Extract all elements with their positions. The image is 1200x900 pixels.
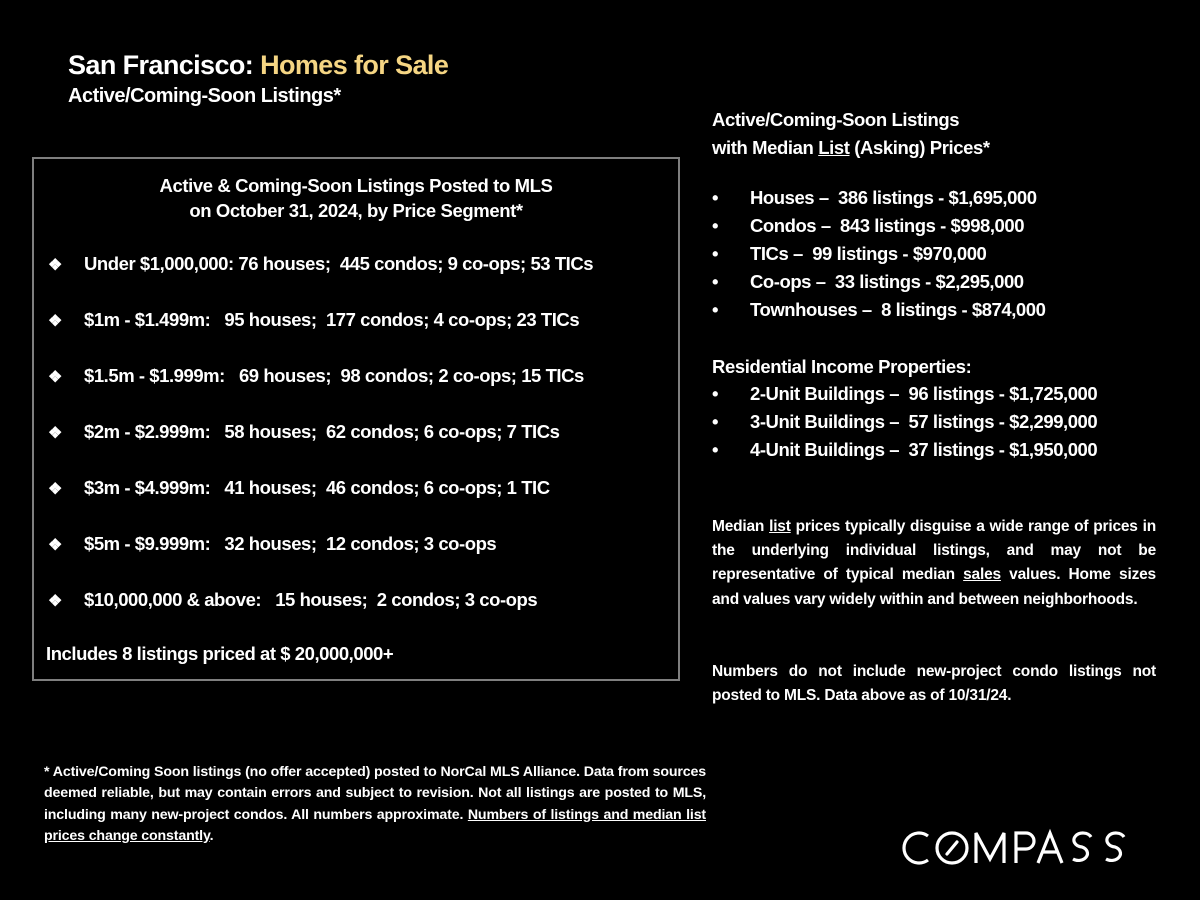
diamond-bullet-icon: ❖ [48,313,62,330]
page-subtitle: Active/Coming-Soon Listings* [68,85,341,107]
listing-item: • Condos – 843 listings - $998,000 [712,215,1025,237]
diamond-bullet-icon: ❖ [48,369,62,386]
right-heading: Active/Coming-Soon Listings with Median … [712,106,990,162]
listing-text: Condos – 843 listings - $998,000 [750,215,1025,236]
price-segment-text: $1m - $1.499m: 95 houses; 177 condos; 4 … [84,309,580,330]
box-heading-line1: Active & Coming-Soon Listings Posted to … [159,175,553,196]
box-heading-line2: on October 31, 2024, by Price Segment* [189,200,523,221]
price-segment-text: $5m - $9.999m: 32 houses; 12 condos; 3 c… [84,533,497,554]
bullet-icon: • [712,243,719,264]
listing-text: Townhouses – 8 listings - $874,000 [750,299,1046,320]
median-note: Median list prices typically disguise a … [712,515,1156,612]
price-segment-item: ❖ $10,000,000 & above: 15 houses; 2 condo… [48,589,538,611]
text: prices typically disguise a wide range o… [712,518,1156,584]
listing-item: • 4-Unit Buildings – 37 listings - $1,950… [712,439,1098,461]
listing-text: 3-Unit Buildings – 57 listings - $2,299,… [750,411,1098,432]
box-note: Includes 8 listings priced at $ 20,000,0… [46,643,394,664]
diamond-bullet-icon: ❖ [48,593,62,610]
listing-item: • 2-Unit Buildings – 96 listings - $1,725… [712,383,1098,405]
diamond-bullet-icon: ❖ [48,425,62,442]
footnote-text: * Active/Coming Soon listings (no offer … [44,764,706,823]
price-segment-text: $1.5m - $1.999m: 69 houses; 98 condos; 2… [84,365,584,386]
listing-text: TICs – 99 listings - $970,000 [750,243,987,264]
bullet-icon: • [712,271,719,292]
footnote-underlined: Numbers of listings and median list pric… [44,806,707,844]
listing-text: Co-ops – 33 listings - $2,295,000 [750,271,1024,292]
heading-text: (Asking) Prices* [849,137,990,158]
heading-underlined: List [818,137,850,158]
price-segment-text: Under $1,000,000: 76 houses; 445 condos;… [84,253,594,274]
heading-text: with Median [712,137,819,158]
bullet-icon: • [712,215,719,236]
bullet-icon: • [712,299,719,320]
text: Median [712,518,770,535]
footnote-end: . [209,827,214,844]
price-segment-item: ❖ $3m - $4.999m: 41 houses; 46 condos; 6 … [48,477,550,499]
listing-text: 2-Unit Buildings – 96 listings - $1,725,… [750,383,1098,404]
mls-note: Numbers do not include new-project condo… [712,663,1156,705]
listing-text: 4-Unit Buildings – 37 listings - $1,950,… [750,439,1098,460]
bullet-icon: • [712,383,719,404]
compass-logo [902,828,1126,865]
bullet-icon: • [712,187,719,208]
listing-text: Houses – 386 listings - $1,695,000 [750,187,1037,208]
price-segment-text: $10,000,000 & above: 15 houses; 2 condos… [84,589,538,610]
diamond-bullet-icon: ❖ [48,537,62,554]
title-accent: Homes for Sale [260,50,449,80]
right-heading-line1: Active/Coming-Soon Listings [712,109,960,130]
listing-item: • Co-ops – 33 listings - $2,295,000 [712,271,1024,293]
price-segment-item: ❖ $2m - $2.999m: 58 houses; 62 condos; 6 … [48,421,560,443]
footnote: * Active/Coming Soon listings (no offer … [44,762,706,847]
listing-item: • Townhouses – 8 listings - $874,000 [712,299,1046,321]
text-underlined: list [769,518,791,535]
page-title: San Francisco: Homes for Sale [68,50,449,81]
listing-item: • TICs – 99 listings - $970,000 [712,243,987,265]
text-underlined: sales [963,566,1001,584]
text: values. Home sizes and values vary widel… [712,566,1156,608]
listing-item: • Houses – 386 listings - $1,695,000 [712,187,1037,209]
income-heading: Residential Income Properties: [712,356,972,377]
price-segment-text: $2m - $2.999m: 58 houses; 62 condos; 6 c… [84,421,560,442]
diamond-bullet-icon: ❖ [48,481,62,498]
price-segment-box: Active & Coming-Soon Listings Posted to … [32,157,680,681]
right-heading-line2: with Median List (Asking) Prices* [712,134,990,162]
bullet-icon: • [712,439,719,460]
price-segment-item: ❖ $1.5m - $1.999m: 69 houses; 98 condos; … [48,365,584,387]
box-heading: Active & Coming-Soon Listings Posted to … [34,173,678,223]
price-segment-text: $3m - $4.999m: 41 houses; 46 condos; 6 c… [84,477,550,498]
price-segment-item: ❖ $1m - $1.499m: 95 houses; 177 condos; 4… [48,309,580,331]
title-prefix: San Francisco: [68,50,261,80]
diamond-bullet-icon: ❖ [48,257,62,274]
price-segment-item: ❖ $5m - $9.999m: 32 houses; 12 condos; 3 … [48,533,497,555]
bullet-icon: • [712,411,719,432]
price-segment-item: ❖ Under $1,000,000: 76 houses; 445 condos… [48,253,594,275]
listing-item: • 3-Unit Buildings – 57 listings - $2,299… [712,411,1098,433]
